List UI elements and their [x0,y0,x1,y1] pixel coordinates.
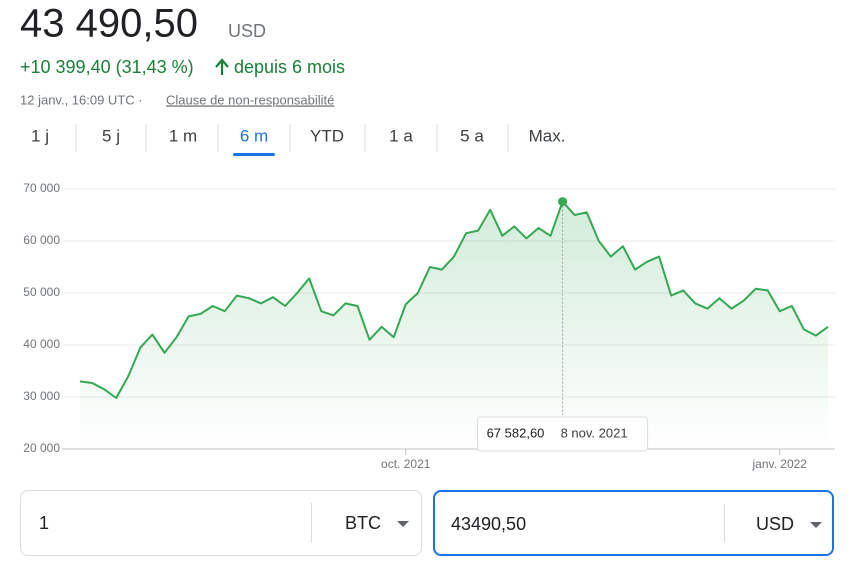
currency: USD [228,21,266,41]
y-tick-label: 20 000 [23,441,60,455]
price: 43 490,50 [20,2,198,46]
chart: 43 490,50 USD +10 399,40 (31,43 %) depui… [20,2,835,471]
from-currency[interactable]: BTC [345,513,381,533]
dropdown-caret[interactable] [397,521,409,527]
x-tick-label: oct. 2021 [381,457,431,471]
tab[interactable]: 1 j [31,126,49,145]
tab[interactable]: 5 a [460,126,484,145]
area-fill [80,201,828,449]
disclaimer-link[interactable]: Clause de non-responsabilité [166,92,334,107]
to-box[interactable]: 43490,50 USD [433,490,834,556]
from-amount[interactable]: 1 [39,513,50,533]
y-tick-label: 40 000 [23,337,60,351]
tooltip-value: 67 582,60 [487,425,545,440]
dropdown-caret[interactable] [810,522,822,528]
tab[interactable]: YTD [310,126,344,145]
from-box[interactable]: 1 BTC [20,490,422,556]
tooltip-date: 8 nov. 2021 [561,425,628,440]
tab[interactable]: 5 j [102,126,120,145]
tooltip [477,416,649,452]
timestamp: 12 janv., 16:09 UTC · [20,92,143,107]
y-tick-label: 70 000 [23,181,60,195]
price-line [79,200,829,399]
y-tick-label: 50 000 [23,285,60,299]
y-tick-label: 30 000 [23,389,60,403]
divider [724,504,725,542]
x-tick-label: janv. 2022 [751,457,807,471]
to-amount[interactable]: 43490,50 [451,514,527,534]
up-arrow [215,58,229,75]
y-tick-label: 60 000 [23,233,60,247]
tab[interactable]: 1 a [389,126,413,145]
tab[interactable]: Max. [529,126,566,145]
tab-underline [233,153,275,156]
tab[interactable]: 6 m [240,126,268,145]
change: +10 399,40 (31,43 %) [20,57,194,77]
tab[interactable]: 1 m [169,126,197,145]
period: depuis 6 mois [234,57,345,77]
to-currency[interactable]: USD [756,514,795,534]
hover-dot [558,197,568,207]
divider [311,503,312,543]
